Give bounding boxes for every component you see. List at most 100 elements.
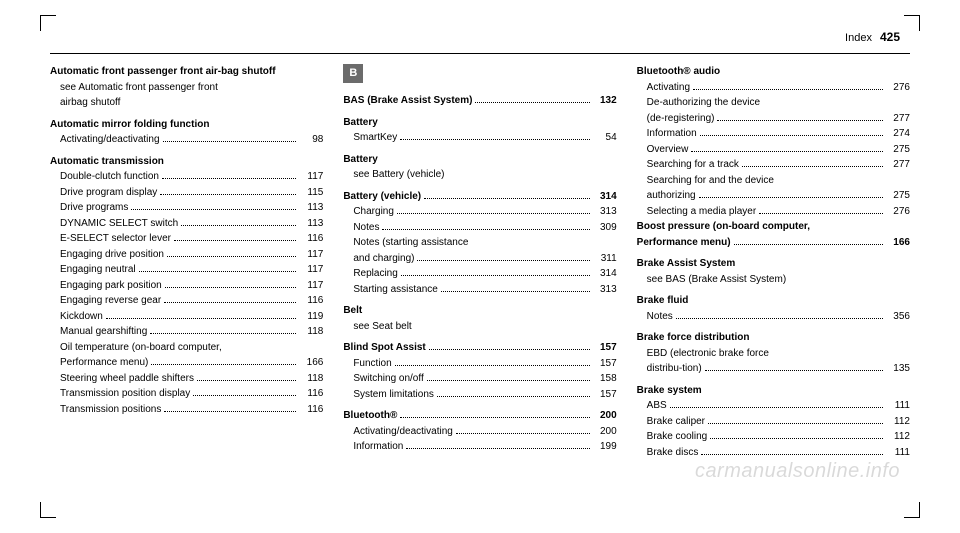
leader-dots — [193, 395, 296, 396]
index-page-ref: 116 — [299, 386, 323, 402]
leader-dots — [397, 213, 590, 214]
leader-dots — [131, 209, 296, 210]
index-row: Activating/deactivating98 — [50, 132, 323, 148]
index-page-ref: 116 — [299, 231, 323, 247]
index-page-ref: 54 — [593, 130, 617, 146]
index-label: Engaging neutral — [60, 262, 136, 278]
index-row: Engaging park position117 — [50, 278, 323, 294]
leader-dots — [693, 89, 883, 90]
index-row: DYNAMIC SELECT switch 113 — [50, 216, 323, 232]
section-title: Index — [845, 32, 872, 44]
index-page-ref: 276 — [886, 204, 910, 220]
index-page-ref: 277 — [886, 157, 910, 173]
leader-dots — [400, 417, 589, 418]
index-label: Drive programs — [60, 200, 128, 216]
index-head-row: BAS (Brake Assist System)132 — [343, 93, 616, 109]
index-row: airbag shutoff — [50, 95, 323, 111]
leader-dots — [441, 291, 590, 292]
leader-dots — [676, 318, 883, 319]
index-label: Manual gearshifting — [60, 324, 147, 340]
index-page-ref: 276 — [886, 80, 910, 96]
index-label: Information — [353, 439, 403, 455]
index-page-ref: 119 — [299, 309, 323, 325]
leader-dots — [670, 407, 883, 408]
index-row: Switching on/off158 — [343, 371, 616, 387]
index-row: SmartKey 54 — [343, 130, 616, 146]
index-columns: Automatic front passenger front air-bag … — [50, 54, 910, 503]
index-head-row: Blind Spot Assist157 — [343, 340, 616, 356]
index-head: Brake Assist System — [637, 256, 910, 272]
index-head: Belt — [343, 303, 616, 319]
index-line: EBD (electronic brake force — [637, 346, 910, 362]
leader-dots — [162, 178, 296, 179]
index-page-ref: 112 — [886, 429, 910, 445]
index-label: Battery (vehicle) — [343, 189, 421, 205]
leader-dots — [165, 287, 297, 288]
index-row: Information274 — [637, 126, 910, 142]
index-row: Transmission positions116 — [50, 402, 323, 418]
index-row: Drive program display115 — [50, 185, 323, 201]
leader-dots — [382, 229, 589, 230]
index-page-ref: 200 — [593, 424, 617, 440]
index-label: Kickdown — [60, 309, 103, 325]
index-page-ref: 314 — [593, 189, 617, 205]
index-row: Transmission position display116 — [50, 386, 323, 402]
column-1: Automatic front passenger front air-bag … — [50, 64, 323, 503]
page-number: 425 — [880, 30, 900, 44]
leader-dots — [163, 141, 297, 142]
leader-dots — [417, 260, 589, 261]
index-label: Bluetooth® — [343, 408, 397, 424]
index-label: (de-registering) — [647, 111, 715, 127]
index-row: Searching for a track277 — [637, 157, 910, 173]
index-row: Engaging reverse gear116 — [50, 293, 323, 309]
index-head: Automatic front passenger front air-bag … — [50, 64, 323, 80]
leader-dots — [705, 370, 883, 371]
leader-dots — [160, 194, 296, 195]
index-label: Drive program display — [60, 185, 157, 201]
index-page-ref: 166 — [299, 355, 323, 371]
leader-dots — [406, 448, 589, 449]
leader-dots — [164, 411, 296, 412]
index-page-ref: 157 — [593, 340, 617, 356]
index-page-ref: 309 — [593, 220, 617, 236]
index-row: Steering wheel paddle shifters 118 — [50, 371, 323, 387]
leader-dots — [106, 318, 297, 319]
index-head-row: Bluetooth®200 — [343, 408, 616, 424]
index-label: Steering wheel paddle shifters — [60, 371, 194, 387]
leader-dots — [700, 135, 883, 136]
index-row: Brake caliper112 — [637, 414, 910, 430]
index-line: De-authorizing the device — [637, 95, 910, 111]
index-label: Switching on/off — [353, 371, 423, 387]
index-line: Oil temperature (on-board computer, — [50, 340, 323, 356]
index-row: Activating/deactivating200 — [343, 424, 616, 440]
leader-dots — [708, 423, 883, 424]
leader-dots — [691, 151, 883, 152]
index-label: Brake discs — [647, 445, 699, 461]
index-label: ABS — [647, 398, 667, 414]
index-label: Replacing — [353, 266, 397, 282]
index-label: SmartKey — [353, 130, 397, 146]
index-line: Notes (starting assistance — [343, 235, 616, 251]
index-page-ref: 135 — [886, 361, 910, 377]
index-page-ref: 117 — [299, 169, 323, 185]
index-row: Kickdown 119 — [50, 309, 323, 325]
index-page-ref: 118 — [299, 371, 323, 387]
leader-dots — [174, 240, 296, 241]
index-page-ref: 113 — [299, 216, 323, 232]
index-page-ref: 111 — [886, 445, 910, 461]
index-label: DYNAMIC SELECT switch — [60, 216, 178, 232]
leader-dots — [429, 349, 590, 350]
index-row: Information199 — [343, 439, 616, 455]
index-row: and charging)311 — [343, 251, 616, 267]
index-row: Overview275 — [637, 142, 910, 158]
index-label: authorizing — [647, 188, 696, 204]
index-label: Brake cooling — [647, 429, 708, 445]
index-page-ref: 157 — [593, 356, 617, 372]
leader-dots — [699, 197, 883, 198]
index-label: Brake caliper — [647, 414, 705, 430]
index-label: distribu-tion) — [647, 361, 702, 377]
index-page-ref: 116 — [299, 293, 323, 309]
column-3: Bluetooth® audioActivating276De-authoriz… — [637, 64, 910, 503]
index-label: Double-clutch function — [60, 169, 159, 185]
index-row: Performance menu)166 — [50, 355, 323, 371]
